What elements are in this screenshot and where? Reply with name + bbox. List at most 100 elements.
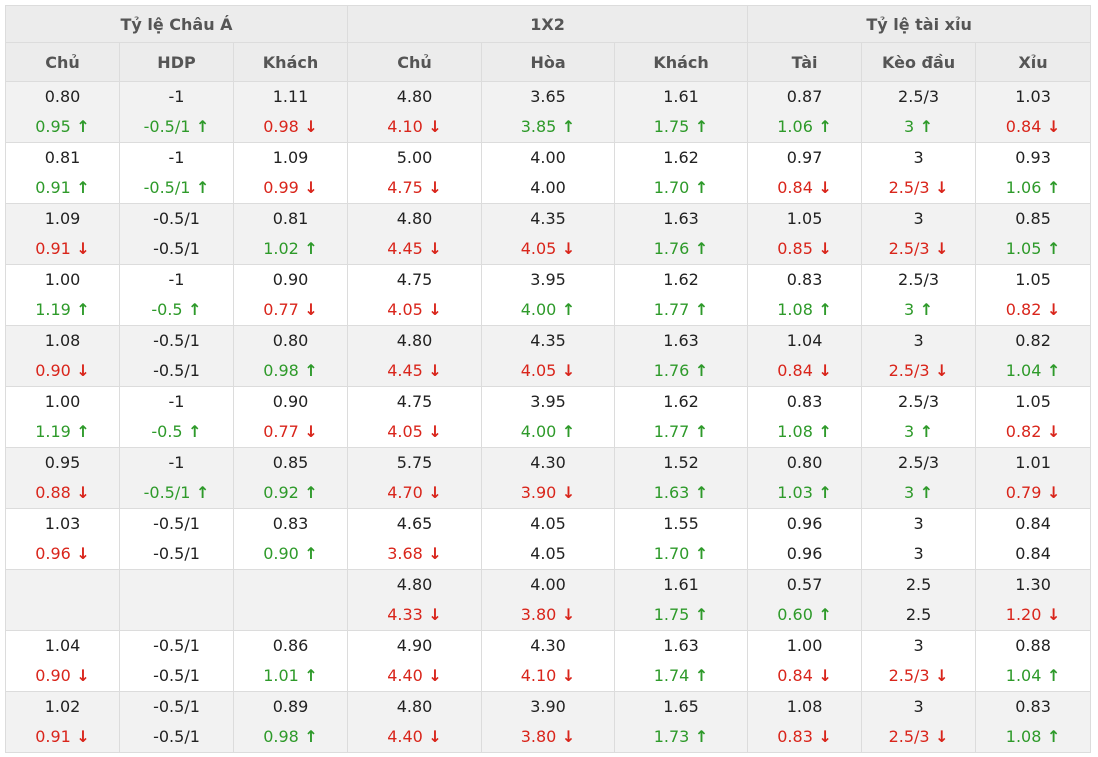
- initial-odds: 4.00: [530, 148, 566, 167]
- initial-odds: 1.03: [1015, 87, 1051, 106]
- odds-cell: 2.5 2.5: [861, 569, 977, 631]
- initial-odds: -1: [168, 392, 185, 411]
- initial-odds: 0.83: [272, 514, 309, 533]
- initial-odds: 4.80: [396, 575, 433, 594]
- live-odds: -0.5/1: [153, 361, 200, 380]
- initial-odds: 2.5/3: [898, 87, 940, 106]
- initial-odds: 1.08: [786, 697, 823, 716]
- live-odds-down: 3.80: [482, 722, 614, 752]
- odds-cell: 1.62 1.77: [614, 264, 749, 326]
- initial-odds: 3: [913, 514, 924, 533]
- odds-cell: 0.81 1.02: [232, 203, 349, 265]
- live-odds-down: 4.05: [482, 234, 614, 264]
- odds-cell: 0.82 1.04: [975, 325, 1092, 387]
- odds-cell: 1.62 1.70: [614, 142, 749, 204]
- column-header-under: Xỉu: [975, 42, 1092, 82]
- live-odds: -0.5/1: [153, 666, 200, 685]
- live-odds-up: -0.5: [120, 417, 233, 447]
- initial-odds: 4.80: [396, 697, 433, 716]
- initial-odds: -1: [168, 87, 185, 106]
- live-odds: 4.00: [530, 178, 566, 197]
- initial-odds: 0.82: [1015, 331, 1051, 350]
- initial-odds: 1.61: [663, 575, 699, 594]
- odds-cell: 1.55 1.70: [614, 508, 749, 570]
- odds-table: Tỷ lệ Châu Á 1X2 Tỷ lệ tài xỉu Chủ HDP K…: [4, 5, 1092, 753]
- live-odds-up: 0.98: [234, 722, 347, 752]
- live-odds-up: 0.95: [6, 112, 119, 142]
- odds-cell: 1.52 1.63: [614, 447, 749, 509]
- table-row: 1.020.91-0.5/1-0.5/10.890.984.804.403.90…: [5, 691, 1092, 753]
- odds-cell: 0.57 0.60: [747, 569, 863, 631]
- odds-cell: 0.85 0.92: [232, 447, 349, 509]
- live-odds-up: 3: [862, 478, 975, 508]
- odds-cell: 3 2.5/3: [861, 203, 977, 265]
- odds-cell: 0.81 0.91: [5, 142, 120, 204]
- live-odds-down: 0.84: [748, 173, 861, 203]
- initial-odds: 1.00: [44, 270, 81, 289]
- live-odds-up: 1.05: [976, 234, 1090, 264]
- live-odds-up: -0.5/1: [120, 112, 233, 142]
- live-odds-down: 3.90: [482, 478, 614, 508]
- initial-odds: -0.5/1: [153, 636, 200, 655]
- odds-cell: 1.05 0.82: [975, 386, 1092, 448]
- initial-odds: 0.85: [272, 453, 309, 472]
- initial-odds: 1.61: [663, 87, 699, 106]
- live-odds-up: 1.06: [748, 112, 861, 142]
- odds-cell: 1.00 0.84: [747, 630, 863, 692]
- live-odds-down: 4.10: [482, 661, 614, 691]
- odds-cell: 0.90 0.77: [232, 264, 349, 326]
- odds-cell: 1.65 1.73: [614, 691, 749, 753]
- live-odds-up: 3: [862, 417, 975, 447]
- initial-odds: 0.83: [1015, 697, 1051, 716]
- odds-cell: 1.04 0.90: [5, 630, 120, 692]
- initial-odds: 0.81: [44, 148, 81, 167]
- live-odds-down: 4.05: [348, 295, 481, 325]
- live-odds-down: 0.79: [976, 478, 1090, 508]
- live-odds-down: 2.5/3: [862, 661, 975, 691]
- initial-odds: 1.62: [663, 270, 699, 289]
- odds-cell: -0.5/1 -0.5/1: [119, 691, 234, 753]
- odds-cell: 1.63 1.76: [614, 203, 749, 265]
- live-odds-up: 1.63: [615, 478, 747, 508]
- live-odds-up: 1.08: [748, 295, 861, 325]
- live-odds-up: 1.06: [976, 173, 1090, 203]
- live-odds-down: 0.90: [6, 356, 119, 386]
- live-odds-down: 2.5/3: [862, 722, 975, 752]
- odds-cell: 1.61 1.75: [614, 81, 749, 143]
- initial-odds: 1.63: [663, 331, 699, 350]
- live-odds: -0.5/1: [153, 544, 200, 563]
- live-odds-down: 0.84: [748, 661, 861, 691]
- odds-cell: 1.05 0.85: [747, 203, 863, 265]
- odds-cell: 0.96 0.96: [747, 508, 863, 570]
- odds-cell: 1.11 0.98: [232, 81, 349, 143]
- odds-cell: 1.08 0.90: [5, 325, 120, 387]
- live-odds-down: 2.5/3: [862, 234, 975, 264]
- live-odds-down: 4.45: [348, 234, 481, 264]
- column-header-away: Khách: [232, 42, 349, 82]
- odds-cell: -1 -0.5: [119, 264, 234, 326]
- initial-odds: 1.08: [44, 331, 81, 350]
- live-odds: 0.96: [786, 544, 823, 563]
- live-odds-down: 4.05: [482, 356, 614, 386]
- live-odds-up: 1.76: [615, 356, 747, 386]
- initial-odds: 0.57: [786, 575, 823, 594]
- live-odds-up: 1.02: [234, 234, 347, 264]
- initial-odds: 4.90: [396, 636, 433, 655]
- odds-cell: 0.80 0.98: [232, 325, 349, 387]
- table-row: 4.80 4.33 4.00 3.80 1.61 1.75 0.57 0.60 2.5 2.5 1.…: [5, 569, 1092, 631]
- initial-odds: 2.5/3: [898, 392, 940, 411]
- initial-odds: 3.95: [530, 392, 566, 411]
- initial-odds: [234, 570, 347, 600]
- odds-cell: 0.93 1.06: [975, 142, 1092, 204]
- live-odds: [6, 600, 119, 630]
- odds-cell: [119, 569, 234, 631]
- initial-odds: 0.90: [272, 270, 309, 289]
- odds-cell: 2.5/3 3: [861, 81, 977, 143]
- odds-cell: 1.08 0.83: [747, 691, 863, 753]
- odds-cell: 0.83 0.90: [232, 508, 349, 570]
- initial-odds: 3.90: [530, 697, 566, 716]
- odds-cell: 4.65 3.68: [347, 508, 483, 570]
- live-odds: [120, 600, 233, 630]
- initial-odds: 0.80: [272, 331, 309, 350]
- odds-cell: 3 2.5/3: [861, 691, 977, 753]
